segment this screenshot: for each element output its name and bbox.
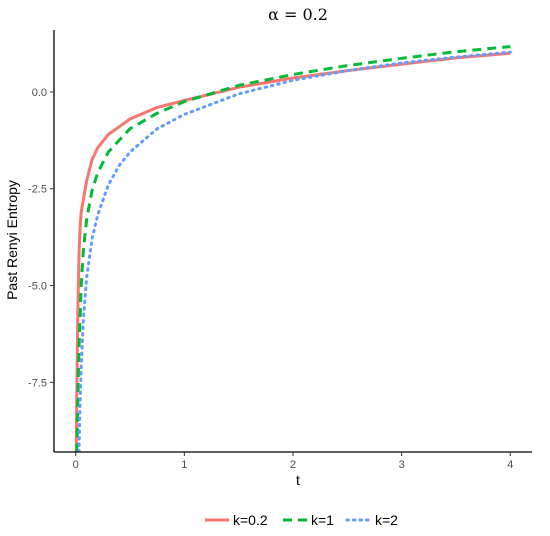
y-tick-label: -7.5	[28, 377, 47, 389]
series-line-1	[74, 51, 511, 452]
series-line-2	[75, 45, 511, 452]
legend-label-3: k=2	[375, 512, 398, 528]
chart-title: α = 0.2	[268, 5, 328, 24]
y-tick-label: -2.5	[28, 184, 47, 196]
series-lines	[74, 45, 512, 452]
x-tick-label: 4	[507, 459, 513, 471]
x-axis-title: t	[296, 472, 300, 488]
legend: k=0.2 k=1 k=2	[205, 512, 398, 528]
y-axis-title: Past Renyi Entropy	[4, 180, 20, 300]
legend-item-1: k=0.2	[205, 512, 268, 528]
legend-item-2: k=1	[283, 512, 334, 528]
legend-label-1: k=0.2	[233, 512, 268, 528]
x-tick-label: 0	[73, 459, 79, 471]
x-tick-label: 1	[181, 459, 187, 471]
series-line-3	[77, 50, 512, 452]
y-tick-label: -5.0	[28, 281, 47, 293]
x-tick-label: 3	[399, 459, 405, 471]
y-tick-label: 0.0	[32, 87, 47, 99]
legend-label-2: k=1	[311, 512, 334, 528]
x-tick-label: 2	[290, 459, 296, 471]
plot-area: 0 1 2 3 4 -7.5 -5.0 -2.5 0.0	[28, 30, 532, 471]
legend-item-3: k=2	[345, 512, 398, 528]
